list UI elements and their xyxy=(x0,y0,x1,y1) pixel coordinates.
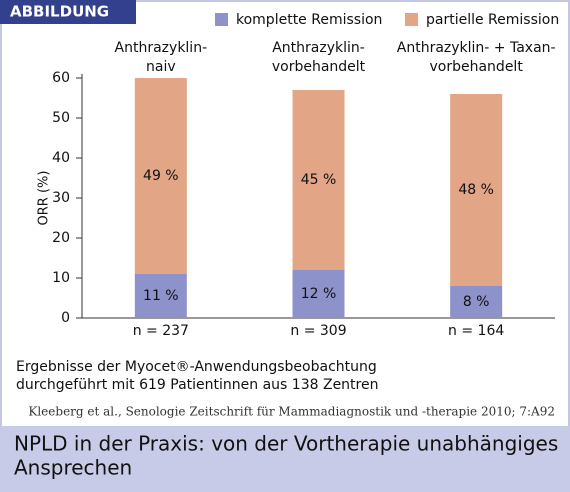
value-label: 11 % xyxy=(143,288,179,304)
y-axis-label: ORR (%) xyxy=(37,171,52,226)
y-tick-label: 10 xyxy=(52,270,70,286)
note-line: Ergebnisse der Myocet®-Anwendungsbeobach… xyxy=(16,359,377,375)
y-tick-label: 30 xyxy=(52,190,70,206)
badge: ABBILDUNG xyxy=(10,3,109,21)
bar-segment xyxy=(450,94,503,286)
value-label: 8 % xyxy=(463,294,490,310)
sample-size: n = 164 xyxy=(448,323,504,339)
bar-segment xyxy=(134,274,187,318)
y-tick-label: 40 xyxy=(52,150,70,166)
caption-line: Ansprechen xyxy=(14,456,132,480)
value-label: 45 % xyxy=(301,172,337,188)
value-label: 12 % xyxy=(301,286,337,302)
category-label: Anthrazyklin- + Taxan-vorbehandelt xyxy=(397,40,556,75)
legend-label: partielle Remission xyxy=(426,12,559,28)
sample-size: n = 309 xyxy=(290,323,346,339)
bar-segment xyxy=(292,270,345,318)
y-tick-label: 50 xyxy=(52,110,70,126)
caption-line: NPLD in der Praxis: von der Vortherapie … xyxy=(14,432,558,456)
y-tick-label: 20 xyxy=(52,230,70,246)
category-label: Anthrazyklin-naiv xyxy=(115,40,208,75)
citation: Kleeberg et al., Senologie Zeitschrift f… xyxy=(28,405,555,419)
y-tick-label: 0 xyxy=(61,310,70,326)
legend-swatch xyxy=(405,13,418,26)
sample-size: n = 237 xyxy=(133,323,189,339)
legend-swatch xyxy=(215,13,228,26)
badge-box xyxy=(0,0,136,24)
caption-band xyxy=(0,426,570,492)
value-label: 49 % xyxy=(143,168,179,184)
legend-label: komplette Remission xyxy=(236,12,382,28)
bar-segment xyxy=(292,90,345,270)
y-tick-label: 60 xyxy=(52,70,70,86)
bar-segment xyxy=(450,286,503,318)
category-label: Anthrazyklin-vorbehandelt xyxy=(272,40,366,75)
note-line: durchgeführt mit 619 Patientinnen aus 13… xyxy=(16,377,378,393)
value-label: 48 % xyxy=(458,182,494,198)
bar-segment xyxy=(134,78,187,274)
